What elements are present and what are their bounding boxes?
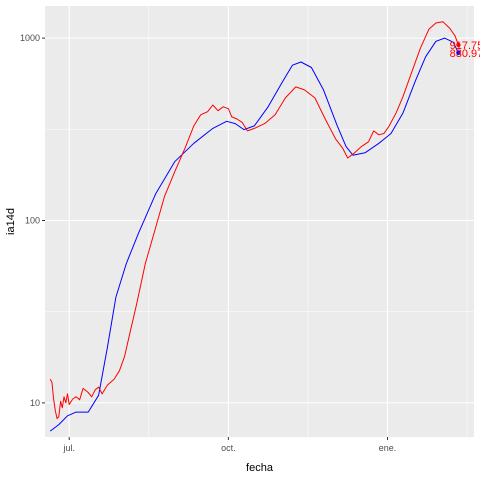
major-grid (45, 6, 474, 437)
series-end-point-2 (456, 42, 461, 48)
y-axis-title: ia14d (5, 208, 17, 235)
series-end-label-1: 830.97 (450, 48, 480, 60)
series-end-point-1 (456, 50, 461, 55)
axes: jul. oct. ene. 10 100 1000 (20, 33, 396, 453)
x-tick-label: oct. (221, 443, 236, 453)
x-tick-label: ene. (379, 443, 397, 453)
x-tick-label: jul. (62, 443, 75, 453)
y-tick-label: 100 (25, 215, 40, 225)
x-axis-title: fecha (246, 462, 274, 474)
series-line-2 (49, 21, 459, 420)
y-tick-label: 1000 (20, 33, 40, 43)
series-line-1 (49, 37, 459, 432)
plot-panel (45, 6, 474, 437)
minor-grid (45, 6, 474, 437)
y-tick-label: 10 (30, 398, 40, 408)
series-end-label-2: 917.75 (450, 40, 480, 52)
